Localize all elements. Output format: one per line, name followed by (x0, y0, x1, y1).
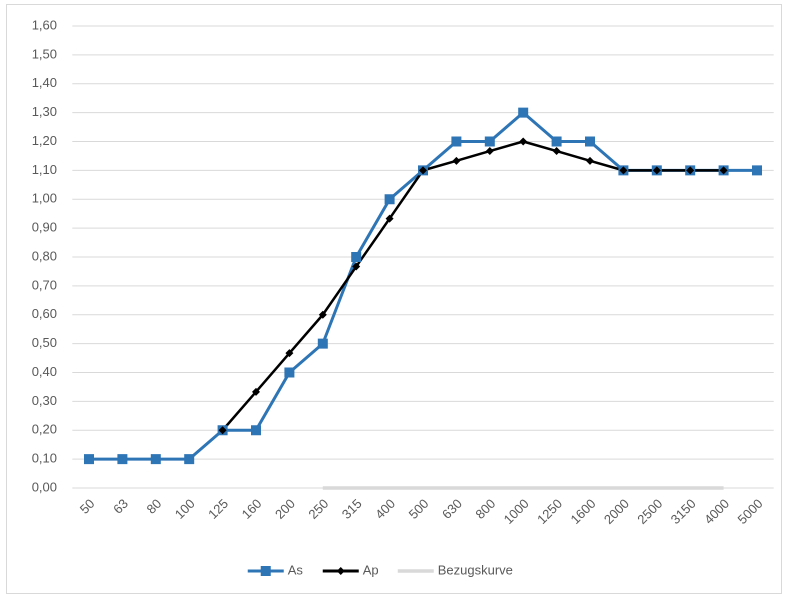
marker (117, 454, 128, 465)
y-tick-label: 0,70 (32, 277, 57, 292)
legend-label: Bezugskurve (438, 562, 513, 577)
y-tick-label: 1,00 (32, 191, 57, 206)
marker (484, 136, 495, 147)
marker (652, 166, 661, 175)
marker (518, 107, 529, 118)
y-tick-label: 1,40 (32, 75, 57, 90)
y-tick-label: 0,60 (32, 306, 57, 321)
marker (552, 147, 561, 156)
marker (452, 156, 461, 165)
marker (585, 136, 595, 147)
chart-frame (6, 4, 782, 594)
marker (752, 165, 762, 176)
marker (251, 425, 261, 436)
legend-marker (336, 567, 345, 575)
legend-label: As (288, 562, 304, 577)
y-tick-label: 1,60 (32, 17, 57, 32)
marker (284, 367, 295, 378)
marker (351, 252, 362, 262)
marker (551, 136, 562, 147)
marker (519, 137, 528, 146)
marker (384, 194, 395, 205)
marker (317, 338, 328, 349)
y-tick-label: 0,30 (32, 393, 57, 408)
marker (385, 214, 394, 223)
y-tick-label: 0,10 (32, 451, 57, 466)
legend-marker (260, 566, 271, 576)
y-tick-label: 1,20 (32, 133, 57, 148)
marker (150, 454, 161, 465)
marker (252, 387, 260, 396)
marker (719, 166, 728, 175)
marker (451, 136, 462, 147)
marker (485, 147, 494, 156)
marker (619, 166, 628, 175)
marker (285, 349, 294, 358)
y-tick-label: 0,90 (32, 220, 57, 235)
y-tick-label: 0,20 (32, 422, 57, 437)
marker (84, 454, 94, 465)
y-tick-label: 1,50 (32, 46, 57, 61)
marker (318, 310, 327, 319)
y-tick-label: 1,10 (32, 162, 57, 177)
y-tick-label: 1,30 (32, 104, 57, 119)
marker (184, 454, 195, 465)
marker (218, 426, 227, 435)
marker (686, 166, 695, 175)
y-tick-label: 0,00 (32, 479, 57, 494)
y-tick-label: 0,40 (32, 364, 57, 379)
marker (419, 166, 427, 175)
legend-label: Ap (363, 562, 379, 577)
marker (586, 156, 594, 165)
y-tick-label: 0,80 (32, 248, 57, 263)
y-tick-label: 0,50 (32, 335, 57, 350)
marker (352, 262, 361, 271)
series-line (221, 140, 724, 432)
